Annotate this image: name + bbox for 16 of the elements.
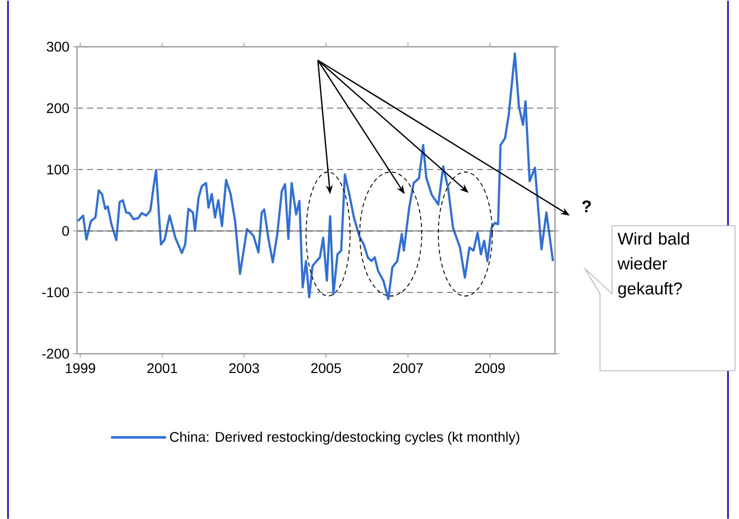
- y-tick-label: -100: [42, 287, 69, 298]
- x-tick-label: 1999: [66, 363, 96, 373]
- y-tick-label: 100: [47, 164, 69, 174]
- legend-label: China: Derived restocking/destocking cycles (kt monthly): [170, 431, 520, 444]
- y-tick-label: 0: [62, 226, 69, 236]
- text: Wird bald wieder gekauft?: [617, 232, 689, 298]
- line-series: [76, 52, 554, 300]
- x-tick-label: 2003: [229, 363, 260, 373]
- y-tick-label: -200: [42, 348, 69, 358]
- y-tick-label: 300: [46, 42, 69, 52]
- y-tick-label: 200: [46, 102, 69, 113]
- x-tick-label: 2001: [147, 363, 178, 373]
- x-tick-label: 2005: [311, 363, 341, 373]
- text: ?: [582, 200, 591, 212]
- x-tick-label: 2009: [475, 363, 505, 373]
- x-tick-label: 2007: [393, 363, 423, 373]
